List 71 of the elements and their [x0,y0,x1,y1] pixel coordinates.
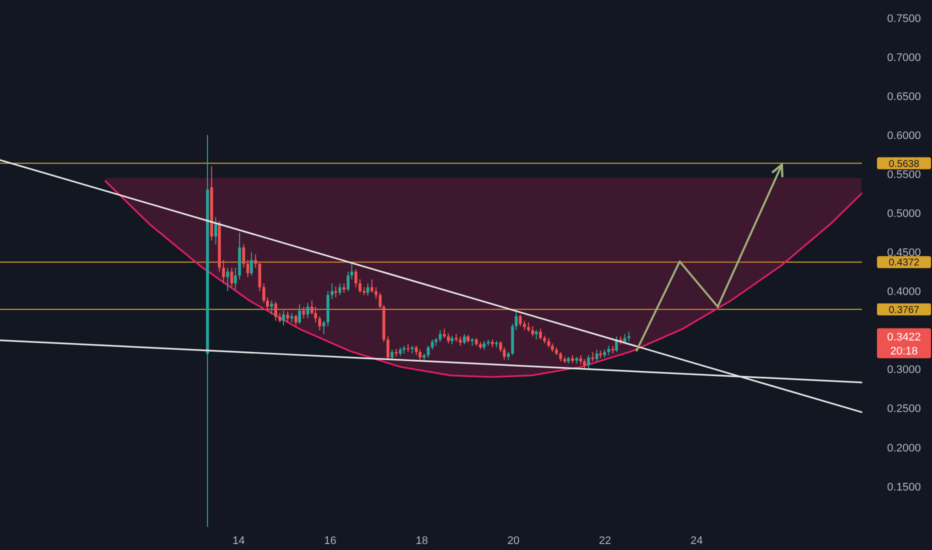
candlestick [302,306,306,319]
y-tick-label: 0.7500 [887,12,921,25]
candlestick [226,267,230,292]
candlestick [418,349,422,362]
candlestick [342,282,346,294]
y-tick-label: 0.2000 [887,442,921,454]
ref-line-label: 0.5638 [888,158,920,170]
candlestick [254,254,258,268]
candlestick [547,337,550,348]
candlestick [458,336,462,346]
candlestick [242,244,246,268]
candlestick [615,336,618,353]
candlestick [354,268,358,288]
candlestick [522,320,526,331]
y-tick-label: 0.6500 [887,91,921,104]
candlestick [358,278,362,294]
candlestick [531,326,534,337]
candlestick [222,259,225,284]
candlestick [442,328,446,338]
y-tick-label: 0.4000 [887,286,921,298]
candlestick [290,312,294,323]
candlestick [499,340,502,353]
candlestick [374,286,378,300]
y-tick-label: 0.2500 [887,403,921,416]
y-tick-label: 0.5500 [887,169,921,182]
candlestick [438,330,442,342]
candlestick [378,292,382,309]
candlestick [270,300,274,316]
y-tick-label: 0.7000 [887,52,921,64]
candlestick [446,332,450,344]
candlestick [518,314,522,327]
x-tick-label: 20 [507,535,520,547]
candlestick [298,304,301,324]
ref-line-label: 0.4372 [888,258,920,269]
candlestick [430,339,434,350]
candlestick [370,278,374,294]
candlestick [294,314,298,326]
candlestick [582,358,586,369]
candlestick [627,331,630,342]
candlestick [406,344,410,353]
candlestick [322,320,326,335]
candlestick [539,328,542,340]
candlestick [587,354,590,369]
y-tick-label: 0.6000 [887,130,921,142]
candlestick [414,345,418,356]
candlestick [234,267,237,290]
y-tick-label: 0.3000 [887,364,921,376]
candlestick [390,349,394,360]
y-tick-label: 0.5000 [887,208,921,220]
candlestick [559,352,562,362]
candlestick [250,252,253,276]
text: 20:18 [890,345,918,358]
x-tick-label: 18 [416,535,428,547]
candlestick [330,282,334,300]
ref-line-label: 0.3767 [888,304,920,316]
candlestick [591,352,594,362]
candlestick [286,310,290,323]
candlestick [282,310,285,326]
x-tick-label: 16 [324,535,336,547]
x-tick-label: 24 [690,535,703,547]
x-tick-label: 14 [232,535,245,547]
candlestick [338,282,342,296]
candlestick [386,336,390,360]
x-tick-label: 22 [598,535,612,547]
text: 0.3422 [887,331,921,344]
candlestick [462,334,466,345]
candlestick [278,312,282,323]
y-tick-label: 0.1500 [887,481,921,494]
candlestick [527,322,530,332]
candlestick [534,330,538,340]
candlestick [346,271,350,292]
